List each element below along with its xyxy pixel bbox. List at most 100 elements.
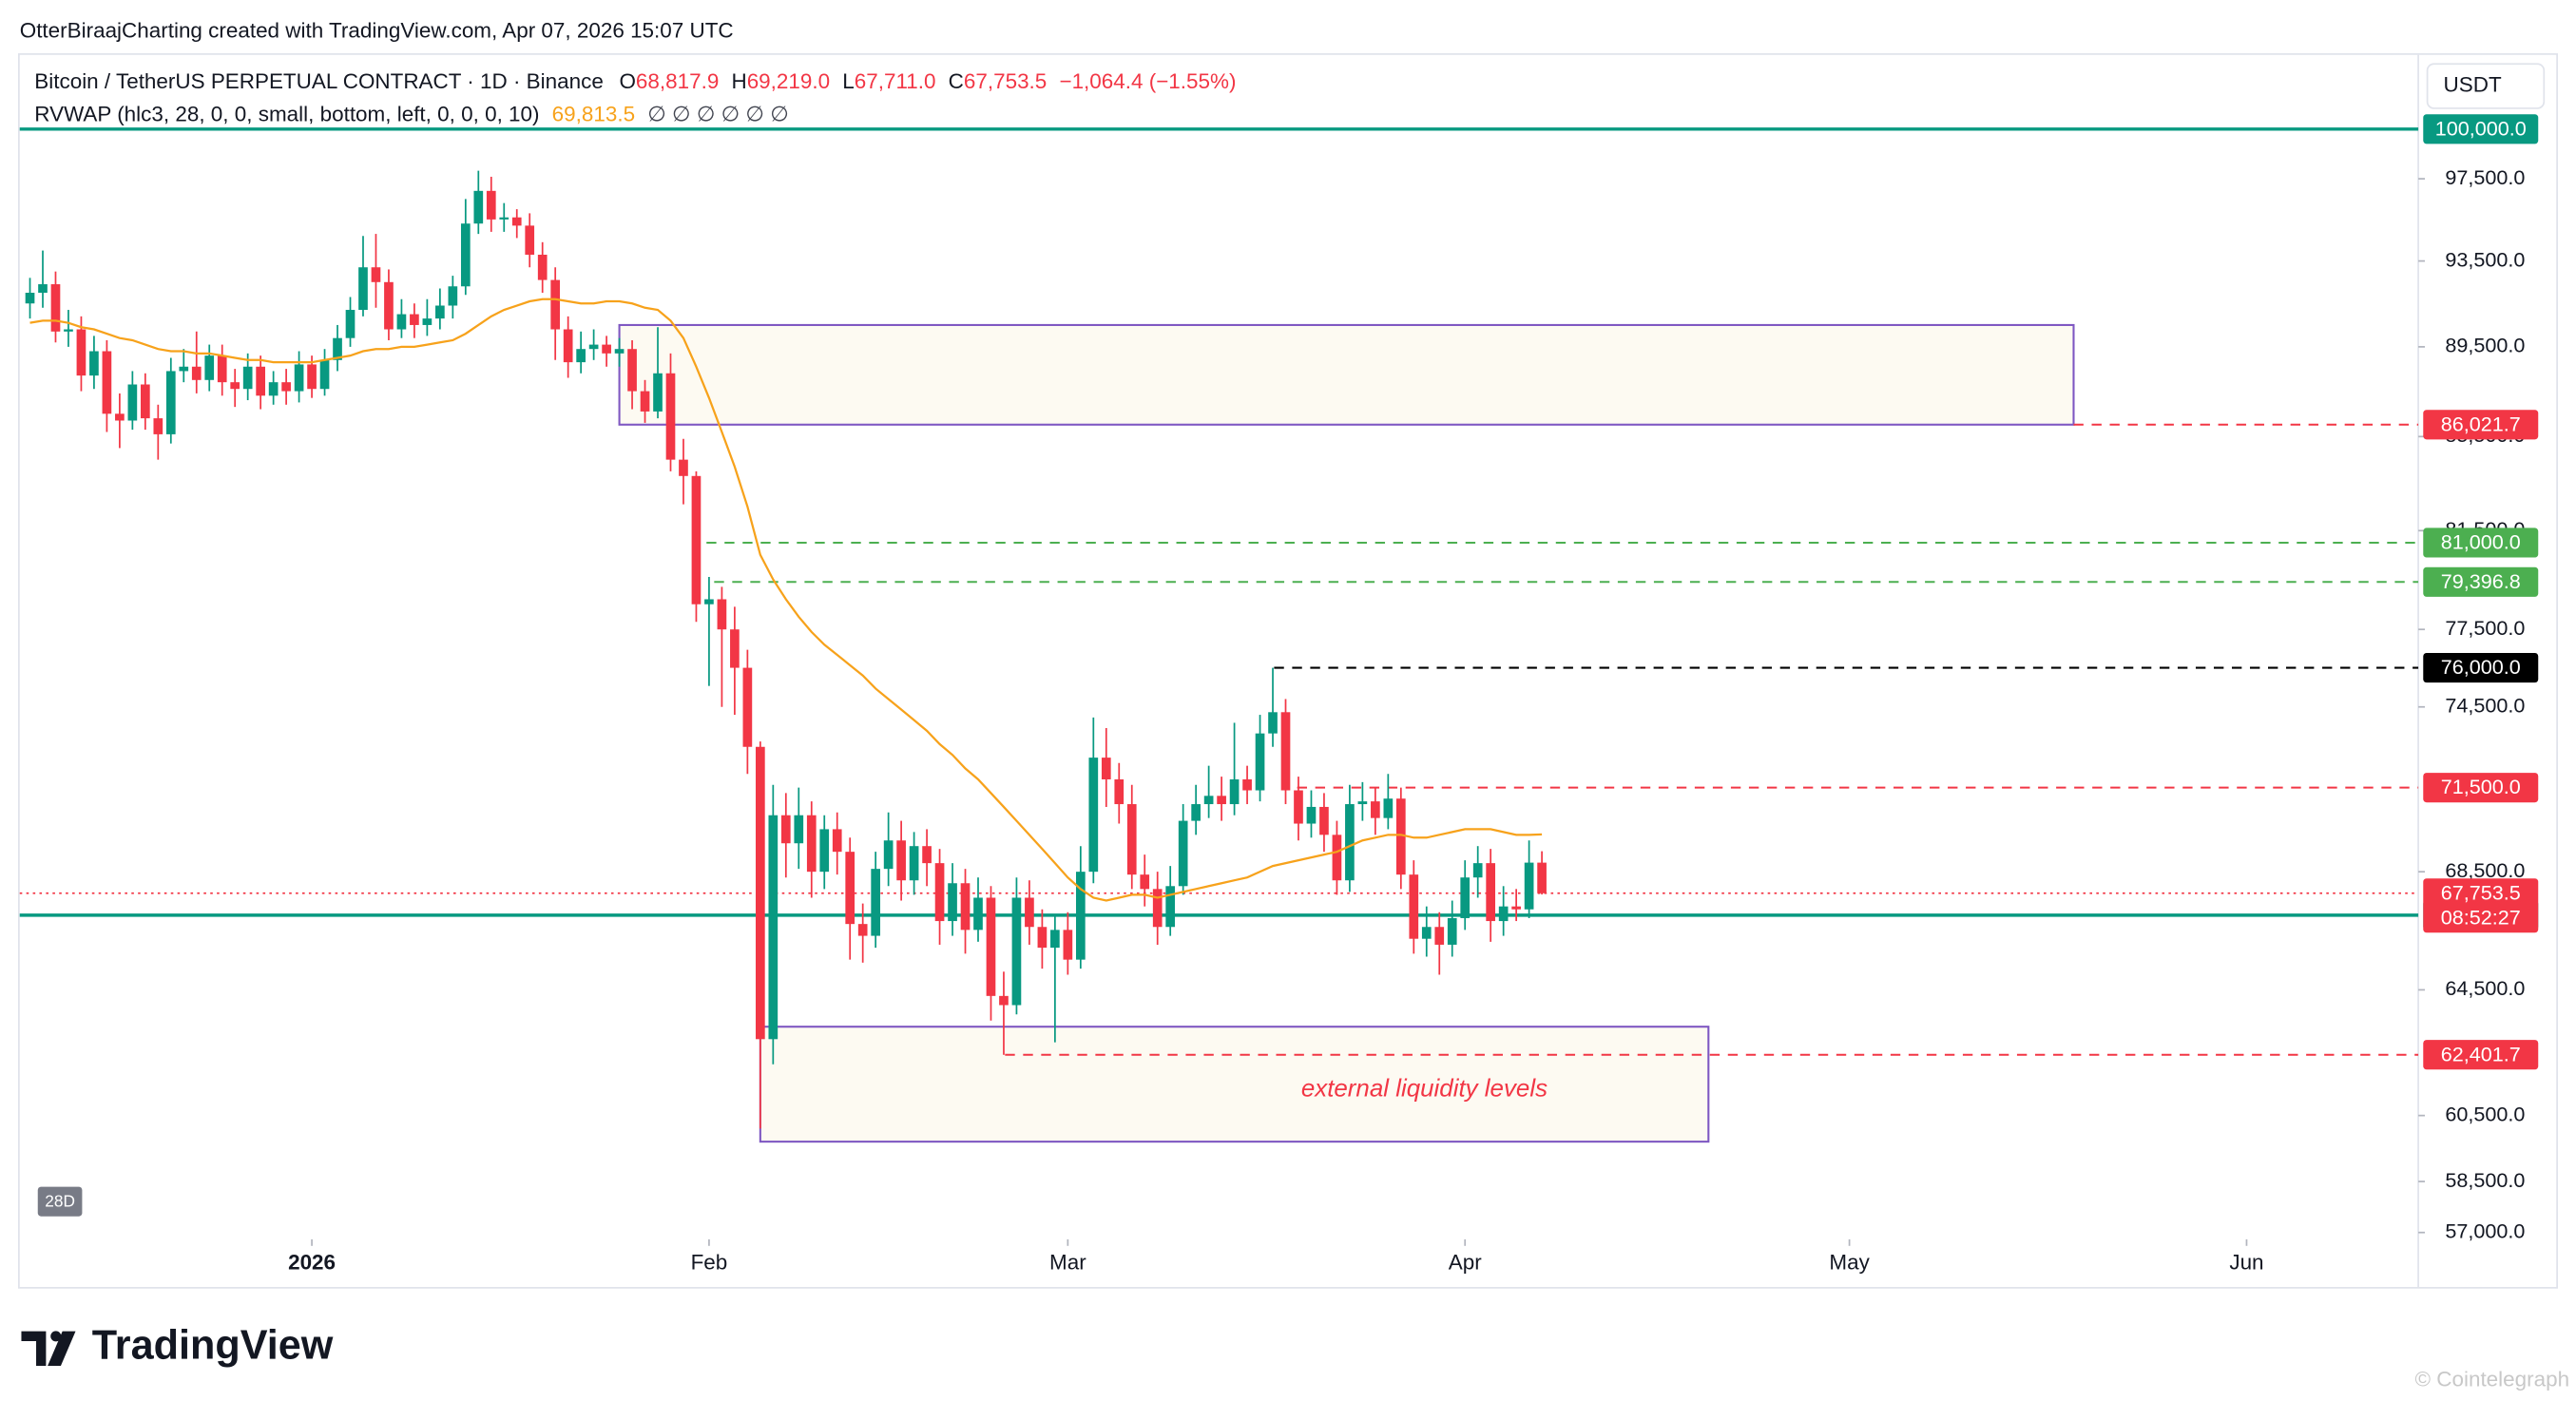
candle-body	[499, 217, 509, 220]
y-tick-label: 97,500.0	[2445, 165, 2525, 189]
candle-body	[1294, 790, 1303, 824]
candle-body	[165, 371, 176, 434]
candle-body	[1075, 872, 1086, 960]
candle-body	[371, 267, 381, 282]
candle-body	[319, 359, 330, 390]
logo-part	[48, 1331, 76, 1366]
candle-body	[1447, 917, 1457, 945]
y-tick-label: 77,500.0	[2445, 616, 2525, 640]
level-label: 100,000.0	[2435, 116, 2527, 140]
candle-body	[1229, 778, 1240, 805]
candle-body	[1025, 897, 1034, 928]
candle-body	[1357, 801, 1368, 805]
candle-body	[460, 223, 471, 287]
y-tick-label: 57,000.0	[2445, 1219, 2525, 1242]
candle-body	[704, 599, 714, 605]
candle-body	[25, 292, 35, 304]
level-label-box	[2423, 773, 2539, 803]
candle-body	[115, 413, 125, 421]
candle-body	[602, 344, 611, 354]
last-price-label: 67,753.5	[2441, 880, 2521, 904]
candle-body	[665, 373, 676, 460]
candle-body	[1332, 835, 1342, 881]
y-tick-label: 74,500.0	[2445, 693, 2525, 717]
last-price-box	[2423, 878, 2539, 933]
y-tick-label: 60,500.0	[2445, 1102, 2525, 1125]
level-label-box	[2423, 566, 2539, 597]
candle-body	[730, 629, 740, 668]
candle-body	[871, 869, 881, 936]
candle-body	[153, 418, 163, 434]
candle-body	[281, 382, 291, 392]
candle-body	[333, 337, 342, 360]
candle-body	[960, 883, 971, 931]
candle-body	[537, 254, 548, 280]
x-tick-label: Apr	[1449, 1251, 1482, 1275]
level-label: 79,396.8	[2441, 569, 2521, 593]
ohlc-value: 68,817.9	[636, 69, 719, 93]
x-tick-label: Jun	[2229, 1251, 2263, 1275]
x-tick-label: 2026	[288, 1251, 336, 1275]
candle-body	[768, 815, 779, 1040]
candle-body	[780, 815, 791, 844]
candle-body	[1434, 927, 1445, 945]
candle-body	[1511, 906, 1521, 910]
x-tick-label: Mar	[1049, 1251, 1086, 1275]
candle-body	[679, 459, 688, 476]
candle-body	[76, 329, 87, 376]
candle-body	[1101, 758, 1111, 779]
candle-body	[1421, 927, 1432, 939]
watermark: © Cointelegraph	[2414, 1367, 2569, 1391]
candle-body	[640, 391, 650, 412]
candle-body	[268, 382, 279, 396]
brand: TradingView	[92, 1322, 334, 1368]
candle-body	[691, 475, 702, 605]
candle-body	[1255, 733, 1265, 791]
indicator-line: RVWAP (hlc3, 28, 0, 0, small, bottom, le…	[34, 103, 788, 126]
candle-body	[1165, 886, 1176, 928]
candle-body	[948, 883, 957, 922]
candle-body	[896, 840, 906, 881]
candle-body	[717, 599, 727, 630]
countdown: 08:52:27	[2441, 905, 2521, 929]
ohlc-key: C	[949, 69, 964, 93]
candle-body	[1345, 804, 1355, 881]
candle-body	[410, 314, 419, 325]
candle-body	[1152, 889, 1163, 928]
candle-body	[384, 281, 394, 330]
candle-body	[525, 225, 535, 255]
candle-body	[563, 329, 573, 363]
level-label: 76,000.0	[2441, 655, 2521, 679]
candle-body	[1191, 804, 1201, 821]
candle-body	[742, 667, 753, 747]
annotation: external liquidity levels	[1301, 1075, 1548, 1102]
x-tick-label: May	[1829, 1251, 1870, 1275]
candle-body	[396, 314, 407, 330]
candle-body	[64, 329, 73, 332]
candle-body	[627, 349, 637, 392]
credit: OtterBiraajCharting created with Trading…	[20, 19, 734, 43]
symbol-title: Bitcoin / TetherUS PERPETUAL CONTRACT · …	[34, 69, 604, 93]
candle-body	[217, 355, 227, 383]
candle-body	[1306, 806, 1317, 824]
currency-box[interactable]	[2426, 63, 2546, 109]
candle-body	[50, 284, 61, 332]
candle-body	[1178, 820, 1188, 887]
candle-body	[999, 995, 1009, 1006]
candle-body	[486, 190, 496, 220]
candle-body	[1319, 806, 1329, 835]
candle-body	[127, 384, 138, 421]
ohlc-value: 69,219.0	[747, 69, 830, 93]
y-tick-label: 89,500.0	[2445, 334, 2525, 357]
candle-body	[422, 318, 433, 325]
currency[interactable]: USDT	[2444, 73, 2502, 97]
candle-body	[1498, 906, 1509, 922]
candle-body	[588, 344, 599, 350]
candle-body	[307, 364, 317, 390]
candle-body	[448, 286, 458, 306]
candle-body	[38, 284, 48, 293]
level-label-box	[2423, 1040, 2539, 1070]
candle-body	[857, 924, 868, 936]
